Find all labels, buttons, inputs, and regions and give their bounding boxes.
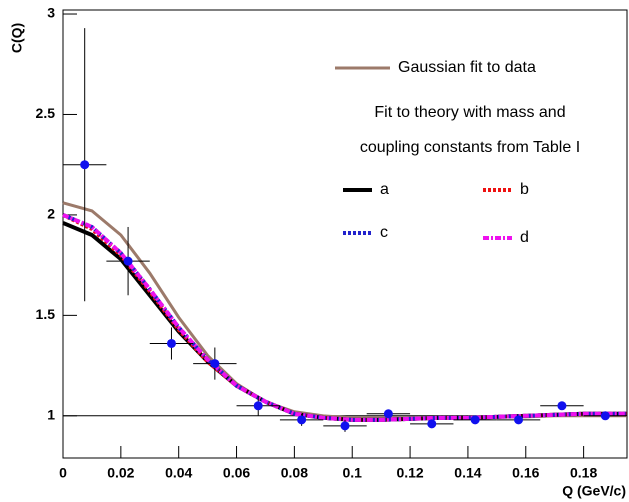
data-point (514, 415, 524, 425)
x-tick-label: 0.12 (396, 465, 423, 481)
data-point (166, 338, 176, 348)
curve (62, 213, 627, 422)
data-point (297, 415, 307, 425)
curve (62, 201, 627, 420)
x-tick-label: 0.02 (107, 465, 134, 481)
x-tick-label: 0.1 (342, 465, 362, 481)
x-tick-label: 0.06 (223, 465, 250, 481)
data-point (80, 160, 90, 170)
y-tick-label: 1 (47, 407, 55, 423)
data-point (210, 359, 220, 369)
curve (62, 221, 627, 422)
curve (62, 213, 627, 422)
data-point (600, 411, 610, 421)
x-axis-title: Q (GeV/c) (562, 483, 626, 499)
legend-label: Gaussian fit to data (398, 59, 536, 76)
y-tick-label: 2 (47, 206, 55, 222)
data-point (470, 415, 480, 425)
legend-label: b (520, 181, 529, 198)
x-tick-label: 0.16 (512, 465, 539, 481)
data-point (427, 419, 437, 429)
data-point (123, 256, 133, 266)
x-tick-label: 0.08 (281, 465, 308, 481)
y-axis-title: C(Q) (9, 23, 25, 53)
x-tick-label: 0 (59, 465, 67, 481)
data-point (383, 409, 393, 419)
y-tick-label: 3 (47, 5, 55, 21)
data-point (340, 421, 350, 431)
legend-header: coupling constants from Table I (360, 139, 580, 156)
plot-frame (62, 9, 628, 459)
x-tick-label: 0.14 (454, 465, 481, 481)
curve (62, 213, 627, 422)
legend-header: Fit to theory with mass and (374, 104, 565, 121)
legend-label: d (520, 229, 529, 246)
y-tick-label: 2.5 (36, 105, 56, 121)
y-tick-label: 1.5 (36, 306, 56, 322)
x-tick-label: 0.18 (570, 465, 597, 481)
data-point (253, 401, 263, 411)
legend-label: c (380, 224, 388, 241)
x-tick-label: 0.04 (165, 465, 192, 481)
legend-label: a (380, 181, 389, 198)
data-point (557, 401, 567, 411)
